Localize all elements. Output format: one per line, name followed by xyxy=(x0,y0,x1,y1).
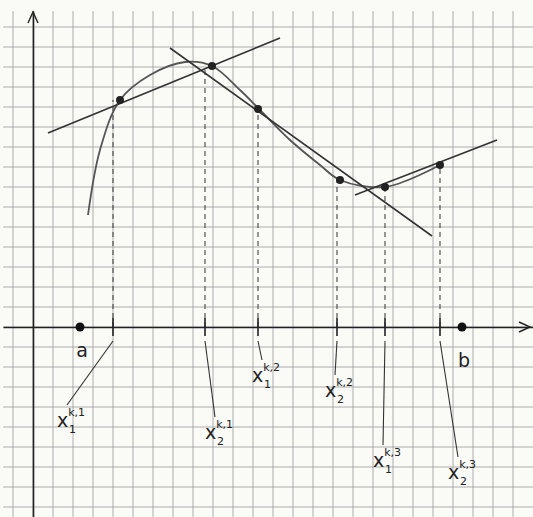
grid xyxy=(3,11,533,517)
point-label: xk,2 2 xyxy=(325,376,353,406)
grid-line xyxy=(3,207,533,208)
grid-line xyxy=(3,287,533,288)
leader-line xyxy=(67,341,113,405)
label-sup: k,1 xyxy=(68,406,85,419)
point-label: xk,3 1 xyxy=(373,446,401,476)
label-base: x xyxy=(373,449,384,471)
label-sub: 1 xyxy=(385,463,392,476)
label-base: x xyxy=(325,379,336,401)
grid-line xyxy=(3,187,533,188)
grid-line xyxy=(3,87,533,88)
arrow-head xyxy=(519,322,530,332)
guide-line xyxy=(336,180,337,327)
grid-line xyxy=(3,507,533,508)
grid-line xyxy=(3,227,533,228)
endpoint xyxy=(458,323,467,332)
endpoint-label: b xyxy=(458,349,470,371)
axis-tick xyxy=(112,318,114,336)
grid-line xyxy=(3,47,533,48)
guide-line xyxy=(204,66,205,327)
grid-line xyxy=(3,447,533,448)
point xyxy=(254,105,262,113)
grid-line xyxy=(3,247,533,248)
axis-tick xyxy=(439,318,441,336)
point xyxy=(381,183,389,191)
label-sub: 1 xyxy=(69,423,76,436)
grid-line xyxy=(3,267,533,268)
grid-line xyxy=(3,307,533,308)
label-base: x xyxy=(57,409,68,431)
label-sub: 2 xyxy=(337,393,344,406)
figure: abxk,11xk,12xk,21xk,22xk,31xk,32 xyxy=(0,0,533,517)
guide-line xyxy=(112,100,113,327)
label-sup: k,2 xyxy=(336,376,353,389)
leader-line xyxy=(205,341,215,417)
leader-line xyxy=(258,341,262,360)
leader-line xyxy=(383,341,385,445)
point xyxy=(336,176,344,184)
point-label: xk,1 1 xyxy=(57,406,85,436)
axis-tick xyxy=(336,318,338,336)
guide-line xyxy=(439,165,440,327)
point xyxy=(116,96,124,104)
grid-line xyxy=(3,487,533,488)
labels: abxk,11xk,12xk,21xk,22xk,31xk,32 xyxy=(57,339,476,488)
grid-line xyxy=(3,27,533,28)
label-base: x xyxy=(205,421,216,443)
label-base: x xyxy=(252,364,263,386)
grid-line xyxy=(3,67,533,68)
grid-line xyxy=(3,127,533,128)
grid-line xyxy=(3,167,533,168)
point xyxy=(436,161,444,169)
label-base: x xyxy=(448,461,459,483)
label-sub: 1 xyxy=(264,378,271,391)
arrow-head xyxy=(28,12,38,23)
endpoint xyxy=(76,323,85,332)
guide-line xyxy=(384,187,385,327)
y-axis xyxy=(33,12,34,517)
plot-area xyxy=(48,38,497,332)
label-sup: k,2 xyxy=(263,361,280,374)
axis-tick xyxy=(257,318,259,336)
point-label: xk,2 1 xyxy=(252,361,280,391)
guide-line xyxy=(257,109,258,327)
label-sup: k,3 xyxy=(459,458,476,471)
axis-tick xyxy=(384,318,386,336)
tangent-line xyxy=(48,38,280,133)
label-sub: 2 xyxy=(217,435,224,448)
tangent-line xyxy=(170,48,432,236)
endpoint-label: a xyxy=(76,339,88,361)
point-label: xk,1 2 xyxy=(205,418,233,448)
axis-line xyxy=(33,12,35,517)
leader-line xyxy=(335,341,337,375)
axis-tick xyxy=(204,318,206,336)
label-sub: 2 xyxy=(460,475,467,488)
point-label: xk,3 2 xyxy=(448,458,476,488)
grid-line xyxy=(3,147,533,148)
leader-line xyxy=(440,341,458,457)
curve xyxy=(88,62,440,215)
grid-line xyxy=(3,107,533,108)
label-sup: k,3 xyxy=(384,446,401,459)
label-sup: k,1 xyxy=(216,418,233,431)
point xyxy=(208,62,216,70)
tangent-line xyxy=(355,140,497,195)
